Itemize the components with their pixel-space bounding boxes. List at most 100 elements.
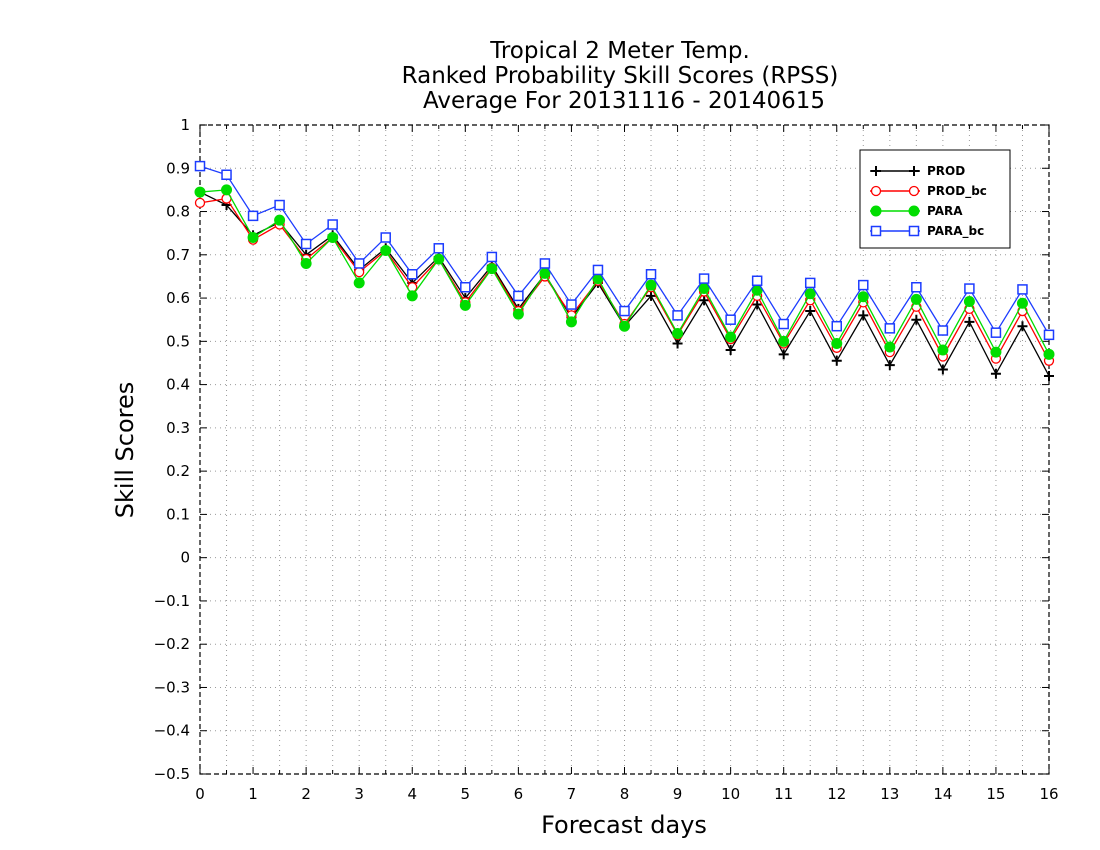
legend-label-prod: PROD xyxy=(927,164,965,178)
legend-marker-prod-bc xyxy=(908,185,920,197)
data-point-para xyxy=(672,328,684,340)
data-point-para-bc xyxy=(486,251,498,263)
legend-label-prod-bc: PROD_bc xyxy=(927,184,987,199)
y-tick-label: 0.1 xyxy=(166,505,190,523)
x-tick-label: 2 xyxy=(301,785,311,803)
y-tick-label: 0.2 xyxy=(166,462,190,480)
series-para-bc xyxy=(194,160,1055,341)
y-tick-label: 0.3 xyxy=(166,419,190,437)
data-point-para xyxy=(963,296,975,308)
data-point-para xyxy=(910,293,922,305)
data-point-prod xyxy=(725,344,736,355)
data-point-para xyxy=(300,257,312,269)
x-tick-label: 9 xyxy=(673,785,683,803)
data-point-para-bc xyxy=(566,299,577,310)
data-point-para xyxy=(1016,297,1028,309)
data-point-para-bc xyxy=(964,283,975,294)
data-point-para-bc xyxy=(221,169,232,181)
data-point-para xyxy=(247,231,259,243)
data-point-para-bc xyxy=(1017,284,1028,295)
data-point-prod xyxy=(1017,321,1028,332)
data-point-prod xyxy=(672,338,683,349)
data-point-para-bc xyxy=(327,219,338,230)
chart-title-line-3: Average For 20131116 - 20140615 xyxy=(423,88,825,114)
data-point-para-bc xyxy=(353,258,365,269)
y-tick-label: −0.4 xyxy=(154,722,190,740)
data-point-para-bc xyxy=(990,327,1002,338)
data-point-para xyxy=(804,288,816,300)
y-tick-label: 0.7 xyxy=(166,246,190,264)
data-point-para xyxy=(778,335,790,347)
y-tick-label: 1 xyxy=(180,116,190,134)
data-point-para-bc xyxy=(884,323,896,334)
data-point-para-bc xyxy=(858,279,869,291)
data-point-para xyxy=(512,308,524,320)
data-point-para xyxy=(221,184,233,196)
data-point-para-bc xyxy=(513,290,524,302)
data-point-para-bc xyxy=(831,320,842,332)
legend-marker-para-bc xyxy=(870,225,882,237)
y-tick-label: 0.8 xyxy=(166,203,190,221)
legend-marker-para-bc xyxy=(908,225,920,237)
data-point-para-bc xyxy=(645,269,657,280)
x-tick-label: 6 xyxy=(514,785,524,803)
data-point-para xyxy=(274,214,286,226)
data-point-para xyxy=(380,244,392,256)
data-point-para-bc xyxy=(407,269,418,280)
data-point-prod-bc xyxy=(194,197,206,209)
y-tick-label: −0.1 xyxy=(154,592,190,610)
data-point-para xyxy=(327,231,339,243)
legend-marker-prod xyxy=(871,166,881,176)
data-point-para xyxy=(433,253,445,265)
x-tick-label: 10 xyxy=(721,785,740,803)
data-point-para-bc xyxy=(539,258,551,269)
data-point-prod xyxy=(1044,370,1054,381)
data-point-para-bc xyxy=(698,273,710,284)
data-point-para-bc xyxy=(619,305,630,317)
grid-layer xyxy=(200,125,1049,774)
y-axis-label: Skill Scores xyxy=(111,382,139,519)
data-point-prod-bc xyxy=(354,266,365,278)
axis-ticks: 0 1 2 3 4 5 6 7 8 9 10 11 12 13 14 15 16−0.5−0.4−0.3−0.2… xyxy=(154,116,1059,803)
series-para xyxy=(194,184,1055,360)
data-point-para-bc xyxy=(911,282,922,293)
legend-marker-prod xyxy=(909,166,919,176)
data-point-para xyxy=(1043,348,1055,360)
data-point-para xyxy=(937,344,949,356)
data-point-para xyxy=(725,331,737,343)
data-point-para-bc xyxy=(778,318,789,330)
legend-label-para-bc: PARA_bc xyxy=(927,224,984,239)
data-point-para-bc xyxy=(937,325,949,336)
legend-swatch-prod xyxy=(870,166,920,176)
x-tick-label: 4 xyxy=(407,785,417,803)
x-tick-label: 12 xyxy=(827,785,846,803)
data-point-para-bc xyxy=(460,282,471,293)
data-point-para xyxy=(406,290,418,302)
data-point-para-bc xyxy=(274,199,285,211)
x-tick-label: 8 xyxy=(620,785,630,803)
data-point-prod xyxy=(778,349,789,360)
data-point-para xyxy=(884,341,896,353)
legend-swatch-para-bc xyxy=(870,225,920,237)
legend: PROD PROD_bc PARA PARA_bc xyxy=(859,149,1011,249)
x-tick-label: 14 xyxy=(933,785,952,803)
data-point-para-bc xyxy=(300,238,312,250)
data-point-prod xyxy=(990,368,1001,379)
data-point-para-bc xyxy=(194,160,206,172)
legend-label-para: PARA xyxy=(927,204,963,218)
y-tick-label: 0 xyxy=(180,549,190,567)
x-tick-label: 11 xyxy=(774,785,793,803)
x-tick-label: 1 xyxy=(248,785,258,803)
data-point-prod xyxy=(937,364,948,375)
legend-swatch-prod-bc xyxy=(870,185,920,197)
data-point-para-bc xyxy=(1043,329,1055,341)
data-point-prod xyxy=(752,299,763,310)
data-point-para xyxy=(459,299,471,311)
data-point-para-bc xyxy=(725,314,736,325)
y-tick-label: 0.4 xyxy=(166,376,190,394)
x-tick-label: 7 xyxy=(567,785,577,803)
legend-marker-para xyxy=(908,205,920,217)
legend-swatch-para xyxy=(870,205,920,217)
data-point-prod xyxy=(911,314,922,325)
